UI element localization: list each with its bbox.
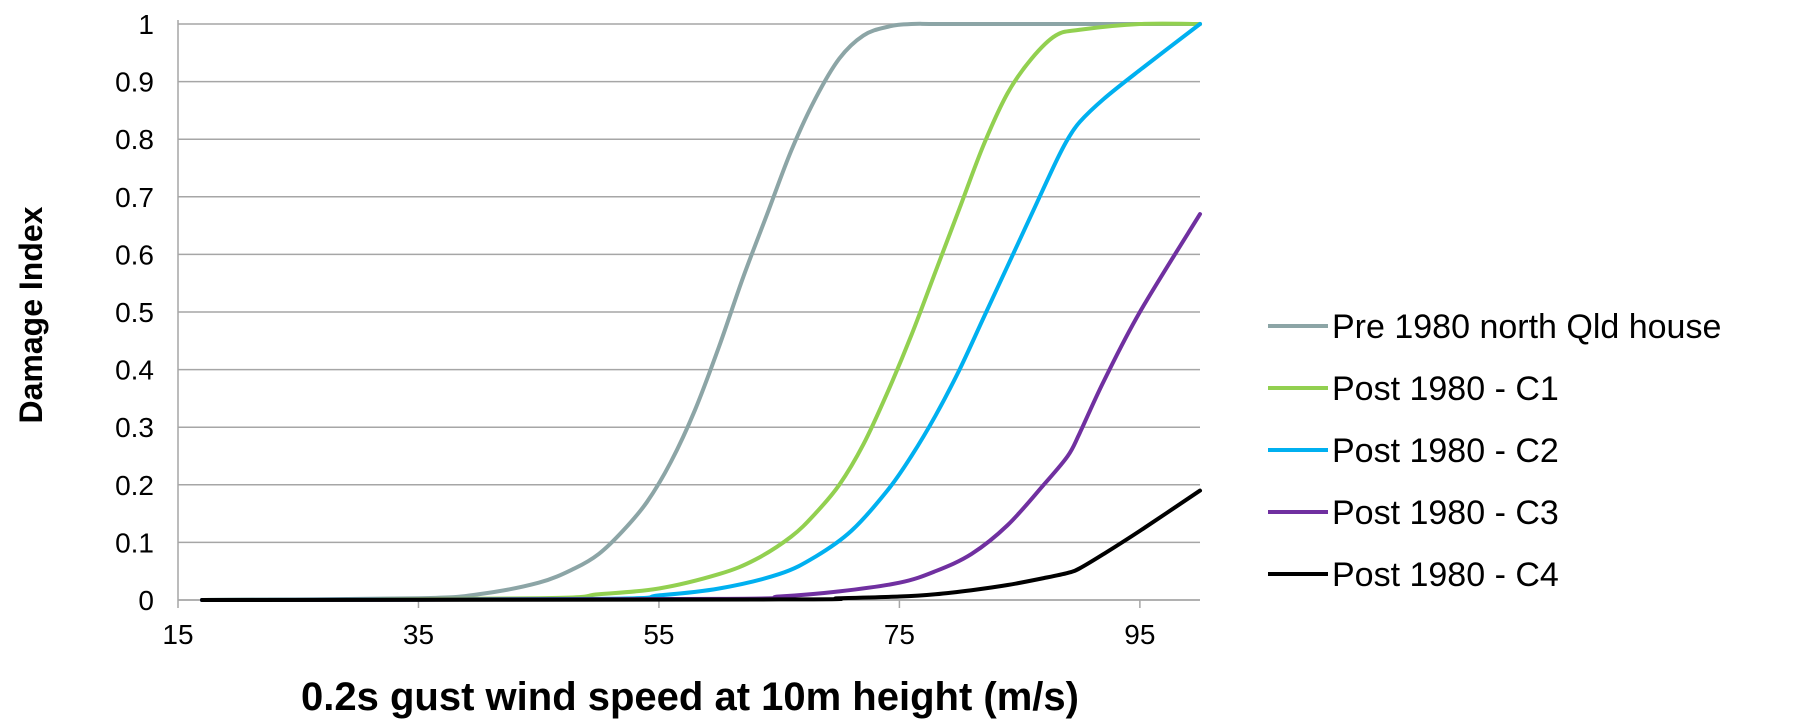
- y-axis-title: Damage Index: [13, 206, 49, 423]
- series-line-2: [200, 21, 1202, 602]
- x-tick-label: 15: [162, 619, 193, 650]
- legend-label: Post 1980 - C4: [1332, 556, 1559, 594]
- x-tick-labels: 15 35 55 75 95: [162, 600, 1155, 650]
- y-tick-label: 0.5: [115, 297, 154, 328]
- y-tick-label: 0.8: [115, 124, 154, 155]
- x-tick-label: 75: [884, 619, 915, 650]
- x-tick-label: 95: [1124, 619, 1155, 650]
- y-tick-label: 0.3: [115, 412, 154, 443]
- y-tick-label: 0.9: [115, 67, 154, 98]
- y-tick-label: 0.7: [115, 182, 154, 213]
- legend-label: Post 1980 - C3: [1332, 494, 1559, 532]
- series-line-5: [200, 488, 1202, 602]
- y-tick-label: 0: [138, 585, 154, 616]
- y-tick-label: 1: [138, 9, 154, 40]
- legend-label: Pre 1980 north Qld house: [1332, 308, 1721, 346]
- y-tick-label: 0.1: [115, 527, 154, 558]
- legend-label: Post 1980 - C2: [1332, 432, 1559, 470]
- x-axis-title: 0.2s gust wind speed at 10m height (m/s): [301, 675, 1079, 719]
- series-line-1: [200, 21, 1202, 602]
- legend-label: Post 1980 - C1: [1332, 370, 1559, 408]
- y-tick-label: 0.4: [115, 355, 154, 386]
- series-line-3: [200, 22, 1202, 602]
- x-tick-label: 55: [643, 619, 674, 650]
- x-tick-label: 35: [403, 619, 434, 650]
- y-tick-label: 0.2: [115, 470, 154, 501]
- y-tick-label: 0.6: [115, 239, 154, 270]
- y-tick-labels: 0 0.1 0.2 0.3 0.4 0.5 0.6 0.7 0.8 0.9 1: [115, 9, 154, 616]
- series-lines: [200, 21, 1202, 602]
- gridlines: [178, 23, 1200, 601]
- axes: [177, 20, 1200, 601]
- legend: Pre 1980 north Qld house Post 1980 - C1 Po…: [1268, 308, 1721, 594]
